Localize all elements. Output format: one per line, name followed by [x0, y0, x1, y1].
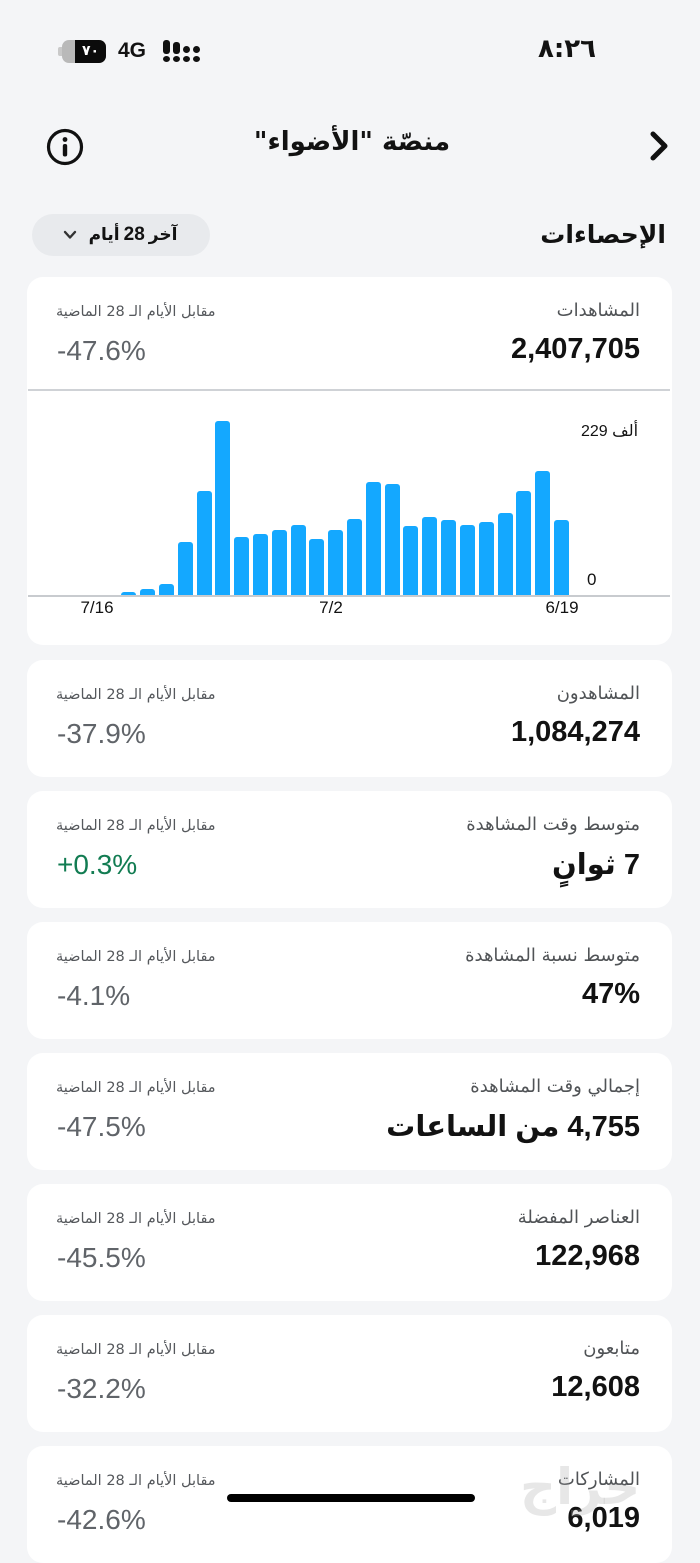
date-range-suffix: أيام	[88, 225, 120, 245]
info-icon	[46, 128, 84, 166]
metric-value: 1,084,274	[510, 716, 640, 748]
change-percent: +0.3%	[57, 849, 138, 880]
chart-y-min-label: 0	[587, 570, 597, 589]
signal-strength-icon	[163, 40, 203, 62]
date-range-label: آخر28أيام	[87, 224, 180, 246]
metric-value: 2,407,705	[510, 333, 640, 365]
chart-bar[interactable]	[252, 534, 268, 595]
compare-label: مقابل الأيام الـ 28 الماضية	[56, 818, 216, 834]
metric-label: متوسط وقت المشاهدة	[466, 814, 640, 835]
chart-bar[interactable]	[384, 484, 400, 595]
metric-value: 6,019	[567, 1502, 640, 1534]
battery-icon: ٧٠	[58, 40, 106, 63]
compare-label: مقابل الأيام الـ 28 الماضية	[56, 1473, 216, 1489]
chart-bar[interactable]	[177, 542, 193, 595]
metric-value: 7 ثوانٍ	[552, 849, 640, 881]
info-button[interactable]	[46, 128, 84, 166]
change-percent: -45.5%	[57, 1242, 146, 1273]
chart-bar[interactable]	[553, 520, 569, 595]
chevron-right-icon	[650, 131, 668, 161]
metric-value: 4,755 من الساعات	[386, 1111, 640, 1143]
metric-label: متوسط نسبة المشاهدة	[465, 945, 640, 966]
chevron-down-icon	[63, 230, 76, 239]
chart-bar[interactable]	[516, 491, 532, 595]
change-percent: -42.6%	[57, 1504, 146, 1535]
chart-bar[interactable]	[535, 471, 551, 595]
chart-bar[interactable]	[328, 530, 344, 595]
chart-bar[interactable]	[140, 589, 156, 595]
metric-label: متابعون	[583, 1338, 640, 1359]
date-range-dropdown[interactable]: آخر28أيام	[32, 214, 210, 256]
chart-bar[interactable]	[403, 526, 419, 595]
compare-label: مقابل الأيام الـ 28 الماضية	[56, 1342, 216, 1358]
favorites-card: العناصر المفضلة 122,968 مقابل الأيام الـ…	[27, 1184, 672, 1301]
compare-label: مقابل الأيام الـ 28 الماضية	[56, 949, 216, 965]
chart-bar[interactable]	[365, 482, 381, 595]
date-range-prefix: آخر	[148, 225, 178, 245]
compare-label: مقابل الأيام الـ 28 الماضية	[56, 1080, 216, 1096]
chart-bar[interactable]	[459, 525, 475, 595]
metric-value: 47%	[581, 978, 640, 1010]
metric-label: إجمالي وقت المشاهدة	[470, 1076, 640, 1097]
metric-value: 12,608	[551, 1371, 640, 1403]
change-percent: -32.2%	[57, 1373, 146, 1404]
change-percent: -4.1%	[57, 980, 131, 1011]
change-percent: -47.5%	[57, 1111, 146, 1142]
date-range-days: 28	[123, 224, 145, 245]
compare-label: مقابل الأيام الـ 28 الماضية	[56, 1211, 216, 1227]
avg-watch-ratio-card: متوسط نسبة المشاهدة 47% مقابل الأيام الـ…	[27, 922, 672, 1039]
chart-bar[interactable]	[121, 592, 137, 595]
battery-nub	[58, 47, 62, 56]
metric-value: 122,968	[535, 1240, 640, 1272]
back-button[interactable]	[644, 128, 674, 164]
chart-bar[interactable]	[478, 522, 494, 595]
shares-card: المشاركات 6,019 مقابل الأيام الـ 28 الما…	[27, 1446, 672, 1563]
avg-watch-time-card: متوسط وقت المشاهدة 7 ثوانٍ مقابل الأيام …	[27, 791, 672, 908]
chart-y-max-label: 229 ألف	[581, 423, 639, 440]
metric-label: المشاهدون	[556, 683, 640, 704]
followers-card: متابعون 12,608 مقابل الأيام الـ 28 الماض…	[27, 1315, 672, 1432]
chart-x-label: 7/16	[80, 598, 114, 617]
chart-bar[interactable]	[196, 491, 212, 595]
chart-x-label: 7/2	[319, 598, 343, 617]
chart-bar[interactable]	[422, 517, 438, 595]
views-card: المشاهدات 2,407,705 مقابل الأيام الـ 28 …	[27, 277, 672, 645]
chart-bar[interactable]	[215, 421, 231, 595]
metric-label: المشاركات	[557, 1469, 640, 1490]
chart-bar[interactable]	[309, 539, 325, 595]
metric-label: المشاهدات	[556, 300, 640, 321]
chart-bar[interactable]	[234, 537, 250, 595]
battery-body: ٧٠	[62, 40, 106, 63]
chart-bar[interactable]	[347, 519, 362, 595]
chart-bar[interactable]	[271, 530, 287, 595]
chart-bar[interactable]	[441, 520, 457, 595]
chart-bar[interactable]	[290, 525, 306, 595]
chart-baseline	[28, 595, 670, 597]
compare-label: مقابل الأيام الـ 28 الماضية	[56, 687, 216, 703]
viewers-card: المشاهدون 1,084,274 مقابل الأيام الـ 28 …	[27, 660, 672, 777]
chart-x-label: 6/19	[545, 598, 579, 617]
metric-label: العناصر المفضلة	[517, 1207, 640, 1228]
change-percent: -37.9%	[57, 718, 146, 749]
stats-heading: الإحصاءات	[540, 220, 666, 249]
network-type: 4G	[118, 39, 147, 62]
compare-label: مقابل الأيام الـ 28 الماضية	[56, 304, 216, 320]
change-percent: -47.6%	[57, 335, 146, 366]
card-divider	[28, 389, 670, 391]
page-title: منصّة "الأضواء"	[253, 127, 451, 157]
home-indicator[interactable]	[227, 1494, 475, 1502]
status-time: ٨:٢٦	[538, 34, 597, 64]
total-watch-time-card: إجمالي وقت المشاهدة 4,755 من الساعات مقا…	[27, 1053, 672, 1170]
chart-bar[interactable]	[158, 584, 174, 595]
chart-bars	[46, 421, 569, 595]
chart-bar[interactable]	[497, 513, 513, 595]
battery-level: ٧٠	[75, 40, 106, 63]
